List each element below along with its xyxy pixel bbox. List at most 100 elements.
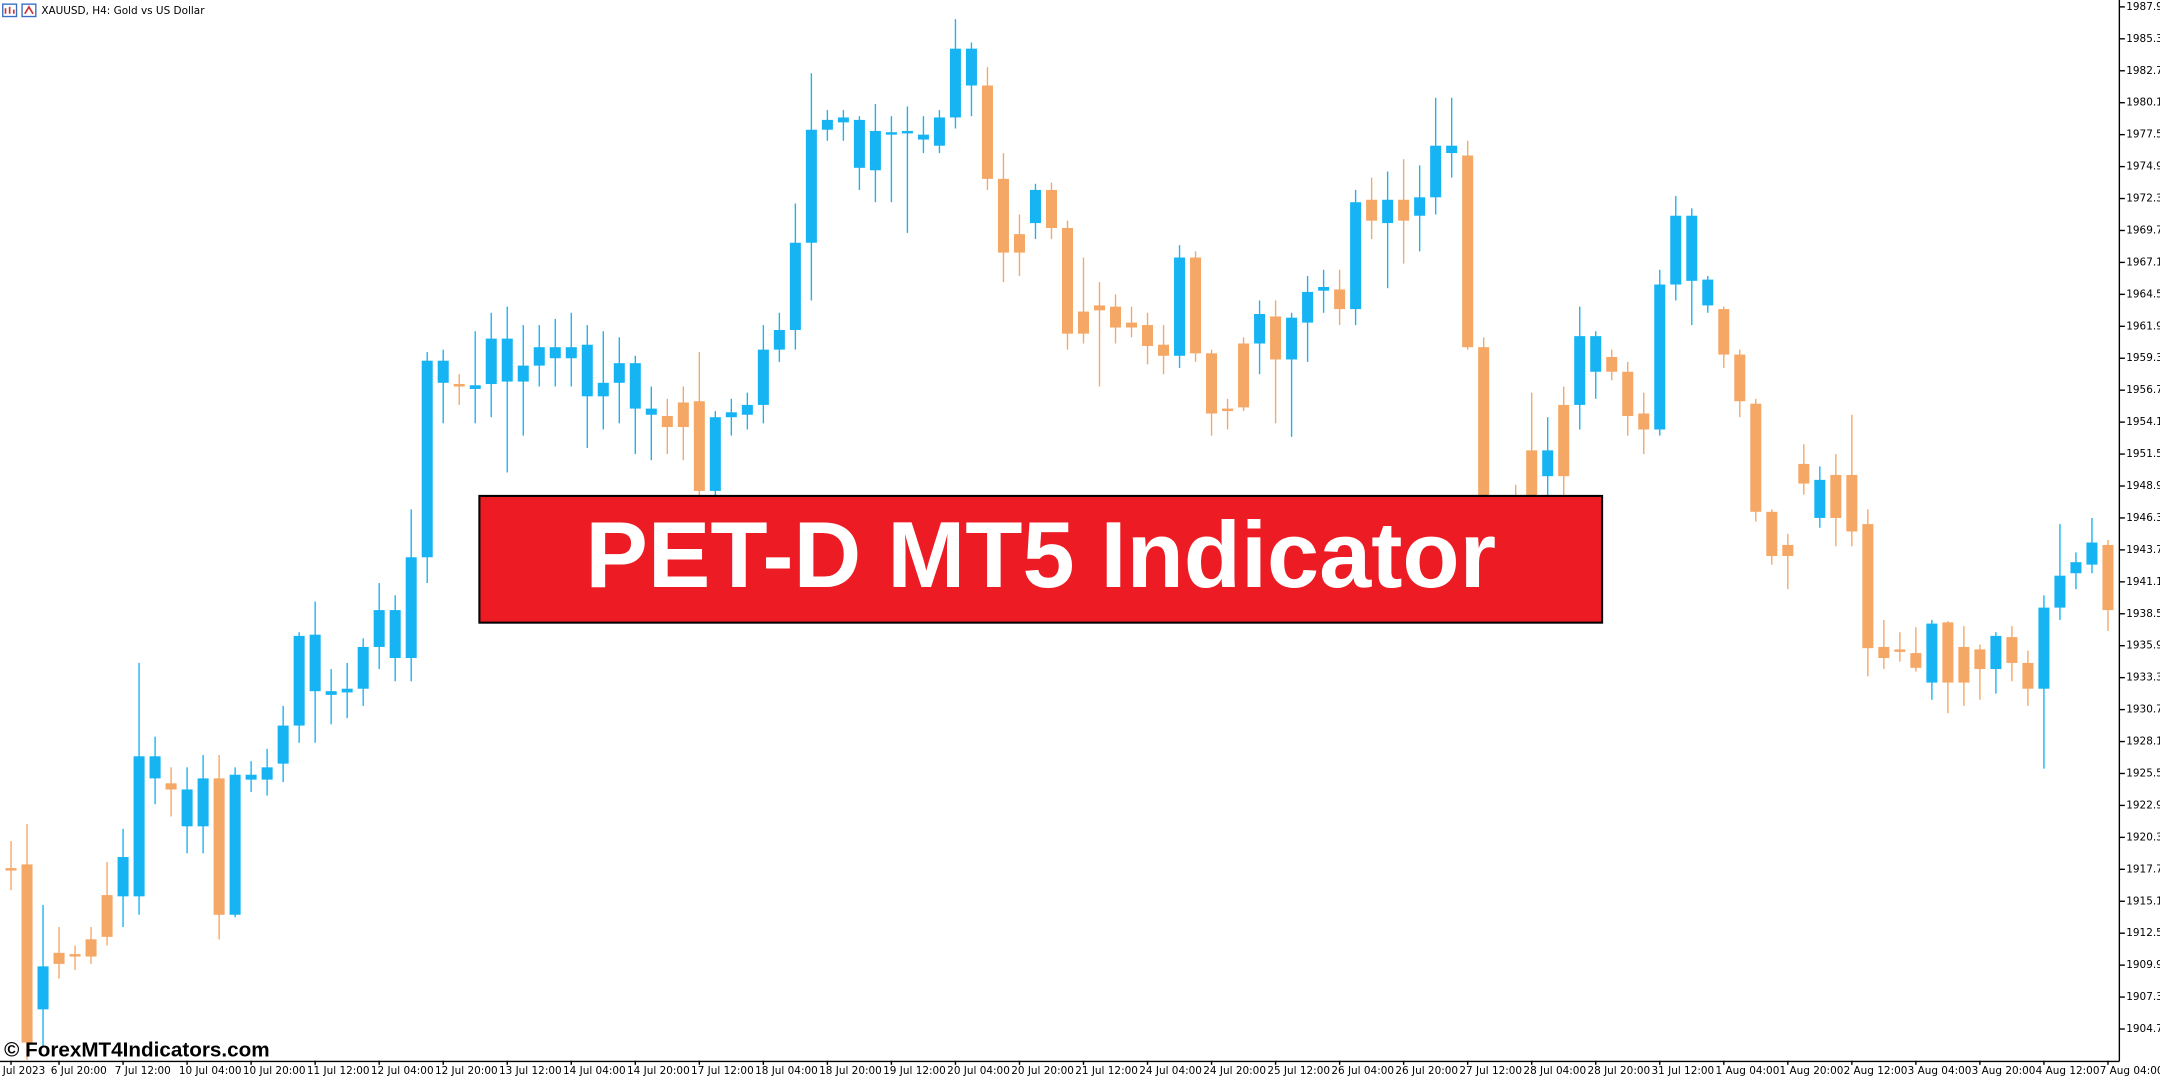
candle-body (117, 857, 129, 897)
x-tick-label: 28 Jul 04:00 (1523, 1065, 1586, 1077)
candle-body (1574, 336, 1586, 405)
candle-body (549, 347, 561, 359)
candle-body (597, 382, 609, 397)
candle-body (149, 756, 161, 779)
candle-body (293, 635, 305, 726)
icon (24, 5, 34, 15)
x-tick-label: 10 Jul 20:00 (243, 1065, 306, 1077)
candle-body (1446, 145, 1458, 154)
candle-body (1974, 649, 1986, 670)
banner (478, 494, 1604, 624)
x-tick-label: 18 Jul 20:00 (819, 1065, 882, 1077)
x-tick-label: 11 Jul 12:00 (307, 1065, 370, 1077)
x-tick-label: 25 Jul 12:00 (1267, 1065, 1330, 1077)
y-tick-label: 1964.50 (2126, 288, 2160, 300)
x-tick-label: 14 Jul 20:00 (627, 1065, 690, 1077)
candle-body (1029, 189, 1041, 224)
candle-body (933, 117, 945, 146)
x-tick-label: 12 Jul 04:00 (371, 1065, 434, 1077)
candle-body (1846, 474, 1858, 532)
candle-body (693, 401, 705, 491)
candle-body (277, 725, 289, 764)
watermark: © ForexMT4Indicators.com (4, 1039, 269, 1062)
candle-body (1398, 199, 1410, 221)
candle-body (485, 338, 497, 385)
candle-body (725, 412, 737, 418)
candle-body (1766, 511, 1778, 557)
y-tick-label: 1969.70 (2126, 224, 2160, 236)
x-tick-label: 6 Jul 20:00 (51, 1065, 107, 1077)
candle-body (373, 610, 385, 647)
candle-body (821, 119, 833, 130)
y-tick-label: 1980.10 (2126, 97, 2160, 109)
candle-body (453, 384, 465, 387)
candle-body (1270, 316, 1282, 360)
candle-body (1910, 653, 1922, 668)
x-tick-label: 3 Aug 04:00 (1908, 1065, 1972, 1077)
y-tick-label: 1982.70 (2126, 65, 2160, 77)
candle-body (805, 129, 817, 243)
candle-body (133, 756, 145, 897)
candle-body (437, 360, 449, 383)
x-tick-label: 12 Jul 20:00 (435, 1065, 498, 1077)
candle-body (581, 344, 593, 397)
candle-body (1958, 646, 1970, 683)
candle-body (165, 783, 177, 790)
candle-body (1894, 649, 1906, 652)
y-tick-label: 1928.10 (2126, 736, 2160, 748)
candle-body (533, 347, 545, 366)
icon (4, 6, 15, 14)
candle-body (981, 85, 993, 179)
candle-body (181, 789, 193, 827)
y-tick-label: 1915.10 (2126, 895, 2160, 907)
candle-body (1750, 403, 1762, 512)
x-tick-label: 7 Aug 04:00 (2100, 1065, 2160, 1077)
x-tick-label: 3 Aug 20:00 (1972, 1065, 2036, 1077)
x-tick-label: 20 Jul 20:00 (1011, 1065, 1074, 1077)
candle-body (773, 329, 785, 350)
candle-body (1878, 646, 1890, 659)
y-tick-label: 1925.50 (2126, 767, 2160, 779)
candle-body (1942, 622, 1954, 683)
candle-body (661, 415, 673, 428)
candle-body (245, 774, 257, 780)
candle-body (421, 360, 433, 558)
candle-body (1638, 413, 1650, 430)
candle-body (1590, 336, 1602, 372)
candle-body (1077, 311, 1090, 334)
candle-body (21, 864, 33, 1043)
candle-body (1702, 279, 1714, 306)
candle-body (1478, 347, 1490, 510)
candle-body (1350, 202, 1362, 310)
candle-body (1061, 228, 1074, 334)
y-tick-label: 1951.50 (2126, 448, 2160, 460)
candle-body (341, 688, 353, 693)
candle-body (501, 338, 513, 382)
candle-body (1190, 257, 1202, 354)
y-tick-label: 1912.50 (2126, 927, 2160, 939)
chart-title: XAUUSD, H4: Gold vs US Dollar (41, 5, 205, 17)
x-tick-label: 2 Aug 12:00 (1844, 1065, 1908, 1077)
candle-body (709, 417, 721, 491)
candle-body (645, 408, 657, 415)
y-tick-label: 1922.90 (2126, 799, 2160, 811)
y-tick-label: 1938.50 (2126, 608, 2160, 620)
candle-body (1606, 357, 1618, 372)
candle-body (213, 778, 225, 915)
y-tick-label: 1930.70 (2126, 704, 2160, 716)
y-tick-label: 1956.70 (2126, 384, 2160, 396)
x-tick-label: 17 Jul 12:00 (691, 1065, 754, 1077)
candle-body (37, 966, 49, 1010)
candle-body (2086, 542, 2098, 565)
x-tick-label: 26 Jul 20:00 (1395, 1065, 1458, 1077)
candle-body (469, 385, 481, 389)
candle-body (1622, 371, 1634, 416)
candle-body (1158, 344, 1170, 356)
x-tick-label: 4 Aug 12:00 (2036, 1065, 2100, 1077)
y-tick-label: 1935.90 (2126, 640, 2160, 652)
candle-body (1782, 544, 1794, 557)
candle-body (405, 557, 417, 659)
candle-body (613, 363, 625, 383)
candle-body (2022, 662, 2034, 689)
candle-body (2054, 575, 2066, 608)
